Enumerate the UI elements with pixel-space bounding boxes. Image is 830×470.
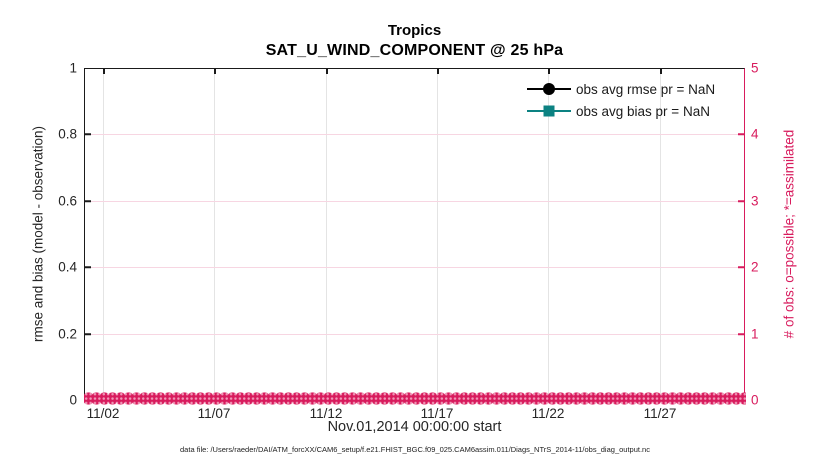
data-file-path: data file: /Users/raeder/DAI/ATM_forcXX/… [180, 445, 650, 454]
xtick-label: 11/07 [197, 406, 231, 421]
axis-tick [437, 69, 439, 74]
filled-square-marker-icon [543, 105, 555, 117]
axis-tick [326, 69, 328, 74]
left-ytick-label: 0.4 [58, 259, 77, 275]
right-ytick-label: 4 [751, 126, 759, 142]
right-ytick-label: 1 [751, 326, 759, 342]
vertical-gridline [103, 68, 104, 400]
horizontal-gridline [85, 201, 744, 202]
right-ytick-label: 2 [751, 259, 759, 275]
axis-tick [548, 69, 550, 74]
filled-circle-marker-icon [543, 83, 555, 95]
legend-entry-bias: obs avg bias pr = NaN [527, 100, 715, 122]
xtick-label: 11/27 [643, 406, 677, 421]
left-ytick-label: 0.2 [58, 326, 77, 342]
right-ytick-label: 5 [751, 60, 759, 76]
left-ytick-label: 0 [69, 392, 77, 408]
axis-tick [738, 133, 744, 135]
axis-tick [660, 69, 662, 74]
left-ytick-label: 0.6 [58, 193, 77, 209]
right-ytick-label: 3 [751, 193, 759, 209]
xtick-label: 11/22 [531, 406, 565, 421]
legend-line-sample [527, 105, 571, 117]
axis-tick [738, 266, 744, 268]
vertical-gridline [326, 68, 327, 400]
axis-tick [214, 69, 216, 74]
legend-line-sample [527, 83, 571, 95]
vertical-gridline [660, 68, 661, 400]
horizontal-gridline [85, 334, 744, 335]
left-ytick-label: 0.8 [58, 126, 77, 142]
legend: obs avg rmse pr = NaN obs avg bias pr = … [527, 78, 715, 122]
vertical-gridline [548, 68, 549, 400]
axis-tick [85, 133, 91, 135]
legend-label: obs avg rmse pr = NaN [576, 81, 716, 97]
vertical-gridline [437, 68, 438, 400]
xtick-label: 11/02 [86, 406, 120, 421]
legend-label: obs avg bias pr = NaN [576, 103, 710, 119]
axis-tick [85, 266, 91, 268]
xtick-label: 11/17 [420, 406, 454, 421]
right-axis-label: # of obs: o=possible; *=assimilated [781, 129, 797, 339]
horizontal-gridline [85, 267, 744, 268]
left-ytick-label: 1 [69, 60, 77, 76]
vertical-gridline [214, 68, 215, 400]
obs-count-marker-band [84, 391, 746, 405]
axis-tick [85, 200, 91, 202]
axis-tick [103, 69, 105, 74]
right-ytick-label: 0 [751, 392, 759, 408]
axis-tick [738, 333, 744, 335]
legend-entry-rmse: obs avg rmse pr = NaN [527, 78, 715, 100]
left-axis-label: rmse and bias (model - observation) [30, 125, 46, 343]
axis-tick [738, 200, 744, 202]
axis-tick [85, 333, 91, 335]
x-axis-label: Nov.01,2014 00:00:00 start [327, 419, 502, 435]
plot-title-variable: SAT_U_WIND_COMPONENT @ 25 hPa [265, 42, 564, 59]
plot-title-region: Tropics [387, 22, 442, 39]
horizontal-gridline [85, 134, 744, 135]
xtick-label: 11/12 [309, 406, 343, 421]
